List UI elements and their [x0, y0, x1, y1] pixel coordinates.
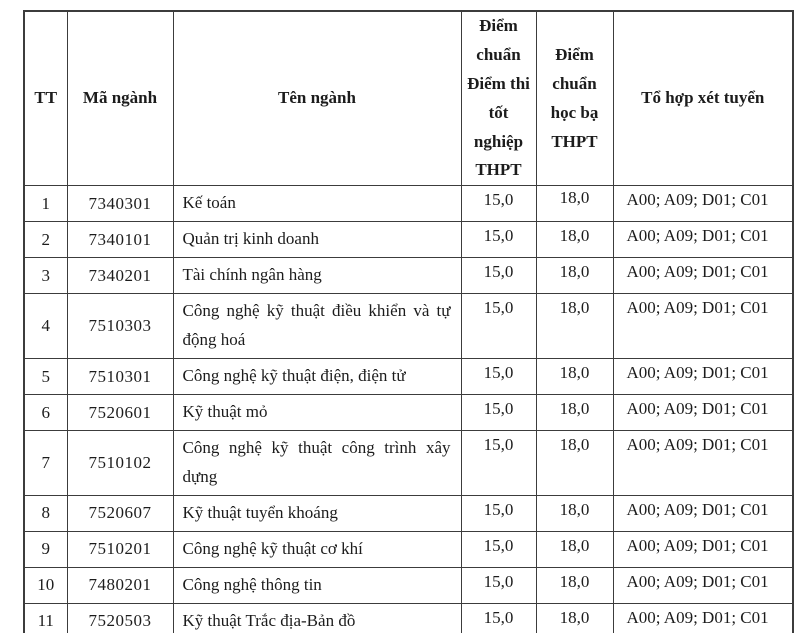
cell-diem-thi: 15,0 [460, 221, 537, 259]
cell-ten-nganh: Tài chính ngân hàng [172, 257, 462, 295]
cell-diem-hoc-ba: 18,0 [535, 430, 614, 496]
cell-diem-hoc-ba: 18,0 [535, 221, 614, 259]
cell-tt: 10 [23, 566, 68, 604]
cell-ten-nganh: Công nghệ kỹ thuật điện, điện tử [172, 358, 462, 396]
cell-to-hop: A00; A09; D01; C01 [612, 185, 794, 223]
cell-ten-nganh: Công nghệ kỹ thuật điều khiển và tự động… [172, 293, 462, 360]
col-header-diem-hoc-ba: Điểm chuẩn học bạ THPT [535, 10, 614, 187]
cell-ten-nganh: Công nghệ kỹ thuật công trình xây dựng [172, 430, 462, 496]
cell-to-hop: A00; A09; D01; C01 [612, 430, 794, 496]
cell-ten-nganh: Kỹ thuật mỏ [172, 394, 462, 432]
cell-diem-hoc-ba: 18,0 [535, 257, 614, 295]
cell-diem-hoc-ba: 18,0 [535, 185, 614, 223]
admission-score-table: TT Mã ngành Tên ngành Điểm chuẩn Điểm th… [23, 10, 794, 633]
cell-ma-nganh: 7520503 [66, 602, 174, 633]
cell-to-hop: A00; A09; D01; C01 [612, 257, 794, 295]
cell-diem-thi: 15,0 [460, 185, 537, 223]
cell-ten-nganh: Kỹ thuật tuyển khoáng [172, 494, 462, 532]
table-row: 1 7340301 Kế toán 15,0 18,0 A00; A09; D0… [23, 185, 794, 223]
table-row: 8 7520607 Kỹ thuật tuyển khoáng 15,0 18,… [23, 494, 794, 532]
cell-tt: 5 [23, 358, 68, 396]
cell-tt: 9 [23, 530, 68, 568]
table-row: 6 7520601 Kỹ thuật mỏ 15,0 18,0 A00; A09… [23, 394, 794, 432]
cell-ten-nganh: Công nghệ kỹ thuật cơ khí [172, 530, 462, 568]
cell-ma-nganh: 7510301 [66, 358, 174, 396]
cell-to-hop: A00; A09; D01; C01 [612, 602, 794, 633]
cell-diem-hoc-ba: 18,0 [535, 293, 614, 360]
cell-diem-thi: 15,0 [460, 530, 537, 568]
table-row: 3 7340201 Tài chính ngân hàng 15,0 18,0 … [23, 257, 794, 295]
table-row: 4 7510303 Công nghệ kỹ thuật điều khiển … [23, 293, 794, 360]
cell-ma-nganh: 7510303 [66, 293, 174, 360]
col-header-diem-thi-thpt: Điểm chuẩn Điểm thi tốt nghiệp THPT [460, 10, 537, 187]
cell-diem-thi: 15,0 [460, 293, 537, 360]
cell-tt: 1 [23, 185, 68, 223]
cell-ten-nganh: Kỹ thuật Trắc địa-Bản đồ [172, 602, 462, 633]
cell-ma-nganh: 7340101 [66, 221, 174, 259]
cell-diem-thi: 15,0 [460, 430, 537, 496]
col-header-ma-nganh: Mã ngành [66, 10, 174, 187]
header-row: TT Mã ngành Tên ngành Điểm chuẩn Điểm th… [23, 10, 794, 187]
cell-to-hop: A00; A09; D01; C01 [612, 530, 794, 568]
cell-diem-thi: 15,0 [460, 358, 537, 396]
cell-ma-nganh: 7480201 [66, 566, 174, 604]
cell-ma-nganh: 7340201 [66, 257, 174, 295]
table-row: 7 7510102 Công nghệ kỹ thuật công trình … [23, 430, 794, 496]
col-header-ten-nganh: Tên ngành [172, 10, 462, 187]
cell-ma-nganh: 7510102 [66, 430, 174, 496]
cell-ma-nganh: 7510201 [66, 530, 174, 568]
table-row: 5 7510301 Công nghệ kỹ thuật điện, điện … [23, 358, 794, 396]
cell-to-hop: A00; A09; D01; C01 [612, 394, 794, 432]
cell-tt: 4 [23, 293, 68, 360]
cell-tt: 6 [23, 394, 68, 432]
cell-to-hop: A00; A09; D01; C01 [612, 494, 794, 532]
cell-ten-nganh: Công nghệ thông tin [172, 566, 462, 604]
cell-to-hop: A00; A09; D01; C01 [612, 293, 794, 360]
cell-diem-thi: 15,0 [460, 257, 537, 295]
cell-diem-hoc-ba: 18,0 [535, 602, 614, 633]
cell-to-hop: A00; A09; D01; C01 [612, 221, 794, 259]
cell-ma-nganh: 7340301 [66, 185, 174, 223]
cell-diem-hoc-ba: 18,0 [535, 530, 614, 568]
cell-ma-nganh: 7520607 [66, 494, 174, 532]
table-row: 9 7510201 Công nghệ kỹ thuật cơ khí 15,0… [23, 530, 794, 568]
cell-to-hop: A00; A09; D01; C01 [612, 358, 794, 396]
cell-diem-hoc-ba: 18,0 [535, 358, 614, 396]
cell-tt: 8 [23, 494, 68, 532]
cell-ten-nganh: Quản trị kinh doanh [172, 221, 462, 259]
cell-ma-nganh: 7520601 [66, 394, 174, 432]
cell-diem-hoc-ba: 18,0 [535, 494, 614, 532]
table-row: 11 7520503 Kỹ thuật Trắc địa-Bản đồ 15,0… [23, 602, 794, 633]
cell-tt: 2 [23, 221, 68, 259]
cell-ten-nganh: Kế toán [172, 185, 462, 223]
cell-diem-thi: 15,0 [460, 566, 537, 604]
cell-diem-hoc-ba: 18,0 [535, 566, 614, 604]
table-row: 2 7340101 Quản trị kinh doanh 15,0 18,0 … [23, 221, 794, 259]
cell-to-hop: A00; A09; D01; C01 [612, 566, 794, 604]
table-row: 10 7480201 Công nghệ thông tin 15,0 18,0… [23, 566, 794, 604]
cell-diem-hoc-ba: 18,0 [535, 394, 614, 432]
col-header-to-hop-xet-tuyen: Tổ hợp xét tuyển [612, 10, 794, 187]
cell-diem-thi: 15,0 [460, 394, 537, 432]
cell-diem-thi: 15,0 [460, 602, 537, 633]
cell-tt: 11 [23, 602, 68, 633]
col-header-tt: TT [23, 10, 68, 187]
cell-diem-thi: 15,0 [460, 494, 537, 532]
cell-tt: 7 [23, 430, 68, 496]
cell-tt: 3 [23, 257, 68, 295]
